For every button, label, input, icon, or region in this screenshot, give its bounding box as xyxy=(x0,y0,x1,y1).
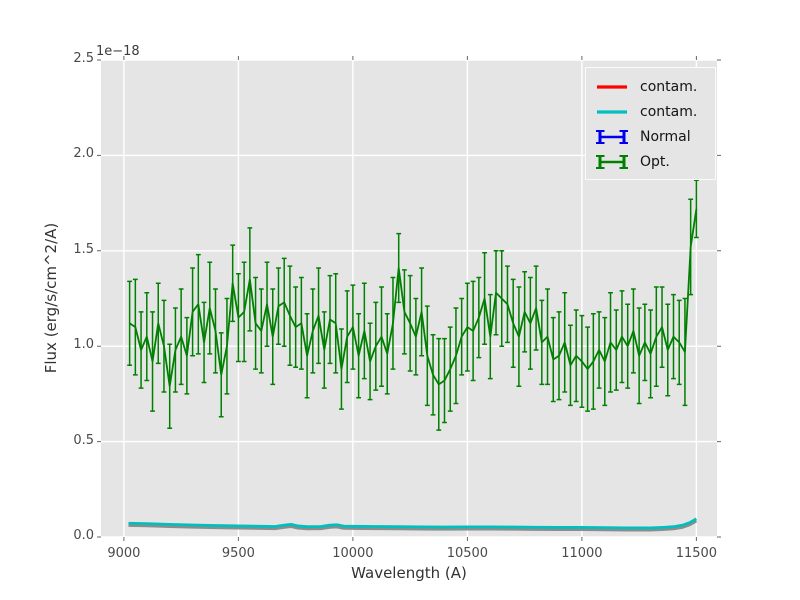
y-tick-label: 2.5 xyxy=(73,51,94,66)
legend-errorbar-sample xyxy=(596,129,628,144)
y-axis-offset-text: 1e−18 xyxy=(96,44,140,59)
opt-errorbar-caps xyxy=(127,179,699,431)
legend-item-normal: Normal xyxy=(595,124,715,149)
legend-errorbar-sample xyxy=(596,154,628,169)
legend-item-opt: Opt. xyxy=(595,149,715,174)
y-tick-label: 1.5 xyxy=(73,241,94,257)
x-tick-label: 9000 xyxy=(107,546,141,561)
x-tick-label: 9500 xyxy=(221,546,255,561)
y-tick-label: 1.0 xyxy=(73,337,94,353)
x-tick-label: 10000 xyxy=(332,546,374,561)
legend-label-contam-red: contam. xyxy=(640,78,698,95)
legend-label-normal: Normal xyxy=(640,128,691,145)
legend-label-opt: Opt. xyxy=(640,153,670,170)
x-tick-label: 11000 xyxy=(561,546,603,561)
tick-marks xyxy=(97,56,721,541)
legend: contam. contam. Normal Opt. xyxy=(585,67,716,180)
contam-underlay-line xyxy=(128,519,698,532)
legend-line-sample xyxy=(597,109,627,114)
legend-item-contam-cyan: contam. xyxy=(595,99,715,124)
y-tick-label: 2.0 xyxy=(73,146,94,162)
x-tick-label: 10500 xyxy=(446,546,489,561)
contam-cyan-line xyxy=(128,517,698,530)
red-line-glyph xyxy=(595,78,629,96)
legend-item-contam-red: contam. xyxy=(595,74,715,99)
y-tick-label: 0.0 xyxy=(73,528,94,543)
y-tick-label: 0.5 xyxy=(73,432,94,448)
legend-line-sample xyxy=(597,84,627,89)
x-tick-label: 11500 xyxy=(675,546,718,561)
x-axis-label: Wavelength (A) xyxy=(351,564,467,582)
opt-spectrum-line xyxy=(129,208,698,388)
green-errorbar-glyph xyxy=(595,153,629,171)
cyan-line-glyph xyxy=(595,103,629,121)
blue-errorbar-glyph xyxy=(595,128,629,146)
legend-label-contam-cyan: contam. xyxy=(640,103,698,120)
